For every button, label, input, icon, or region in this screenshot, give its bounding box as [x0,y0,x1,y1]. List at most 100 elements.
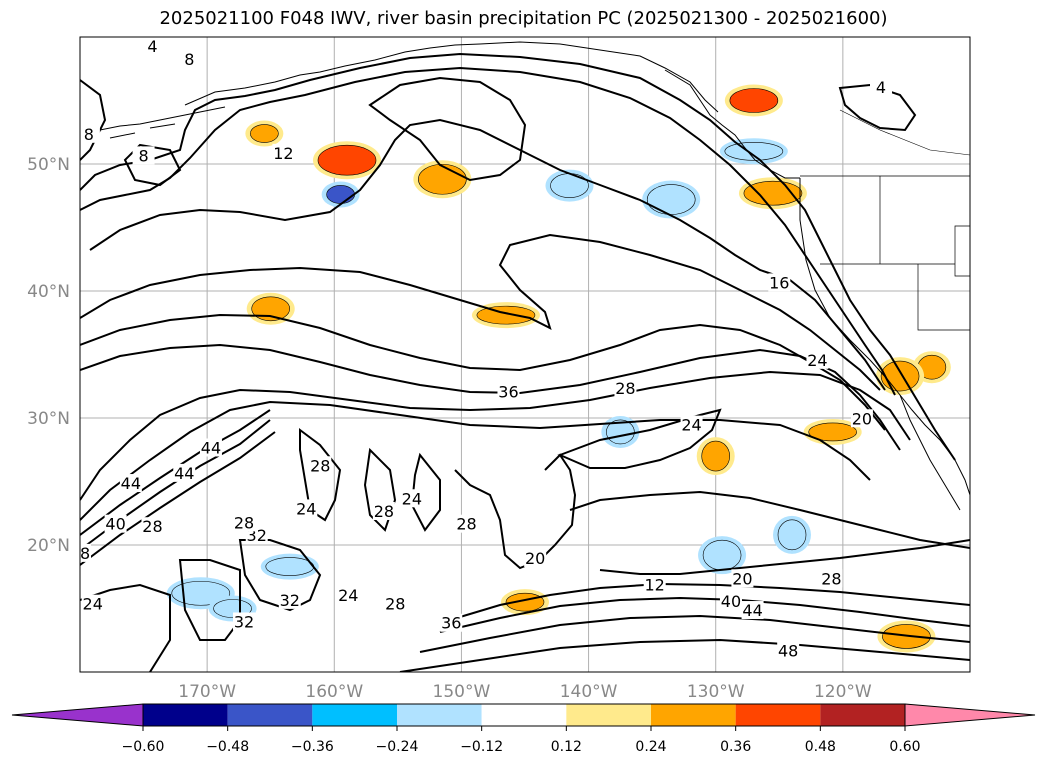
colorbar-tick-label: 0.12 [551,739,582,755]
bc-coast [664,69,800,179]
precip-patch-core [724,142,784,161]
precip-patch [501,589,549,616]
map-title: 2025021100 F048 IWV, river basin precipi… [159,8,888,29]
precip-patch-core [418,163,467,195]
contour-label: 28 [310,456,330,475]
contour-label: 44 [174,464,194,483]
contour-label: 24 [402,489,422,508]
lon-tick-label: 170°W [178,682,236,702]
precip-patch-core [743,180,803,206]
contour-label-bg [806,350,829,369]
colorbar-segment [227,704,313,726]
precip-patch-core [808,422,857,442]
contour-label: 8 [138,146,148,165]
contour-label: 44 [121,474,141,493]
contour-label: 8 [84,125,94,144]
longitude-tick-labels: 170°W 160°W 150°W 140°W 130°W 120°W [178,682,872,702]
contour-label-bg [309,456,332,475]
colorbar-segment [397,704,482,726]
contour-label-bg [278,590,301,609]
contour-label: 24 [296,499,316,518]
contour-label: 40 [105,515,125,534]
contour-label-bg [233,513,256,532]
contour-label-bg [741,601,764,620]
contour-line [80,400,871,521]
precip-patch-core [476,305,536,325]
contour-label-bg [643,575,666,594]
lat-tick-label: 50°N [27,155,70,175]
contour-label: 4 [147,37,157,56]
colorbar-segment [481,704,567,726]
contour-label-bg [173,463,196,482]
precip-patch [642,180,701,219]
contour-line [599,539,970,575]
colorbar-tick-label: −0.36 [291,739,334,755]
colorbar-segment [566,704,651,726]
precip-patch [260,553,319,580]
contour-label-bg [372,501,395,520]
lon-tick-label: 160°W [305,682,363,702]
colorbar-segment [651,704,736,726]
contour-line [299,428,342,522]
precip-patch-core [550,173,589,198]
precip-patch-core [326,185,355,204]
aleutian-islands [99,106,226,139]
contour-line [238,539,322,612]
precip-patch-core [317,144,377,176]
contour-line [80,370,911,501]
precip-patch [724,84,783,117]
precip-patch-core [250,124,279,143]
colorbar-tick-label: −0.48 [206,739,249,755]
precip-patch-core [171,580,231,606]
contour-label-bg [178,49,201,68]
lon-tick-label: 140°W [560,682,618,702]
contour-label: 28 [821,569,841,588]
colorbar-segment [735,704,821,726]
baja-coast [899,394,961,511]
precip-patch [313,141,381,180]
contour-label-bg [455,514,478,533]
contour-label-bg [768,273,791,292]
contour-label-bg [400,489,423,508]
contour-label-bg [199,438,222,457]
contour-label-bg [81,594,104,613]
precip-patch-core [777,519,807,551]
contour-label: 28 [374,502,394,521]
contour-label-bg [141,517,164,536]
precip-patch-core [701,440,731,472]
latitude-tick-labels: 50°N 40°N 30°N 20°N [27,155,70,556]
contour-line [80,79,107,161]
contour-label: 12 [645,576,665,595]
contour-label-bg [337,585,360,604]
contour-label: 24 [338,586,358,605]
contour-label: 12 [273,144,293,163]
contour-label-bg [777,641,800,660]
contour-line [449,582,970,621]
precip-patch-core [646,184,696,215]
contour-line [363,447,441,532]
precip-patch [803,418,862,445]
contour-label-bg [719,592,742,611]
precip-patch [738,177,807,210]
contour-label: 44 [742,601,762,620]
contour-label: 20 [732,569,752,588]
precip-patch [876,357,925,396]
contour-line [178,559,241,641]
lat-tick-label: 20°N [27,536,70,556]
lat-tick-label: 30°N [27,409,70,429]
contour-label: 28 [142,517,162,536]
contour-label-bg [80,124,100,143]
precip-patch-core [702,539,742,571]
contour-label: 20 [525,549,545,568]
precip-patch [719,138,788,165]
contour-label: 24 [807,351,827,370]
contour-label-bg [497,382,520,401]
contour-label-bg [272,143,295,162]
contour-label: 4 [876,78,886,97]
contour-label: 32 [234,612,254,631]
contour-label: 48 [778,642,798,661]
contour-label: 28 [234,513,254,532]
